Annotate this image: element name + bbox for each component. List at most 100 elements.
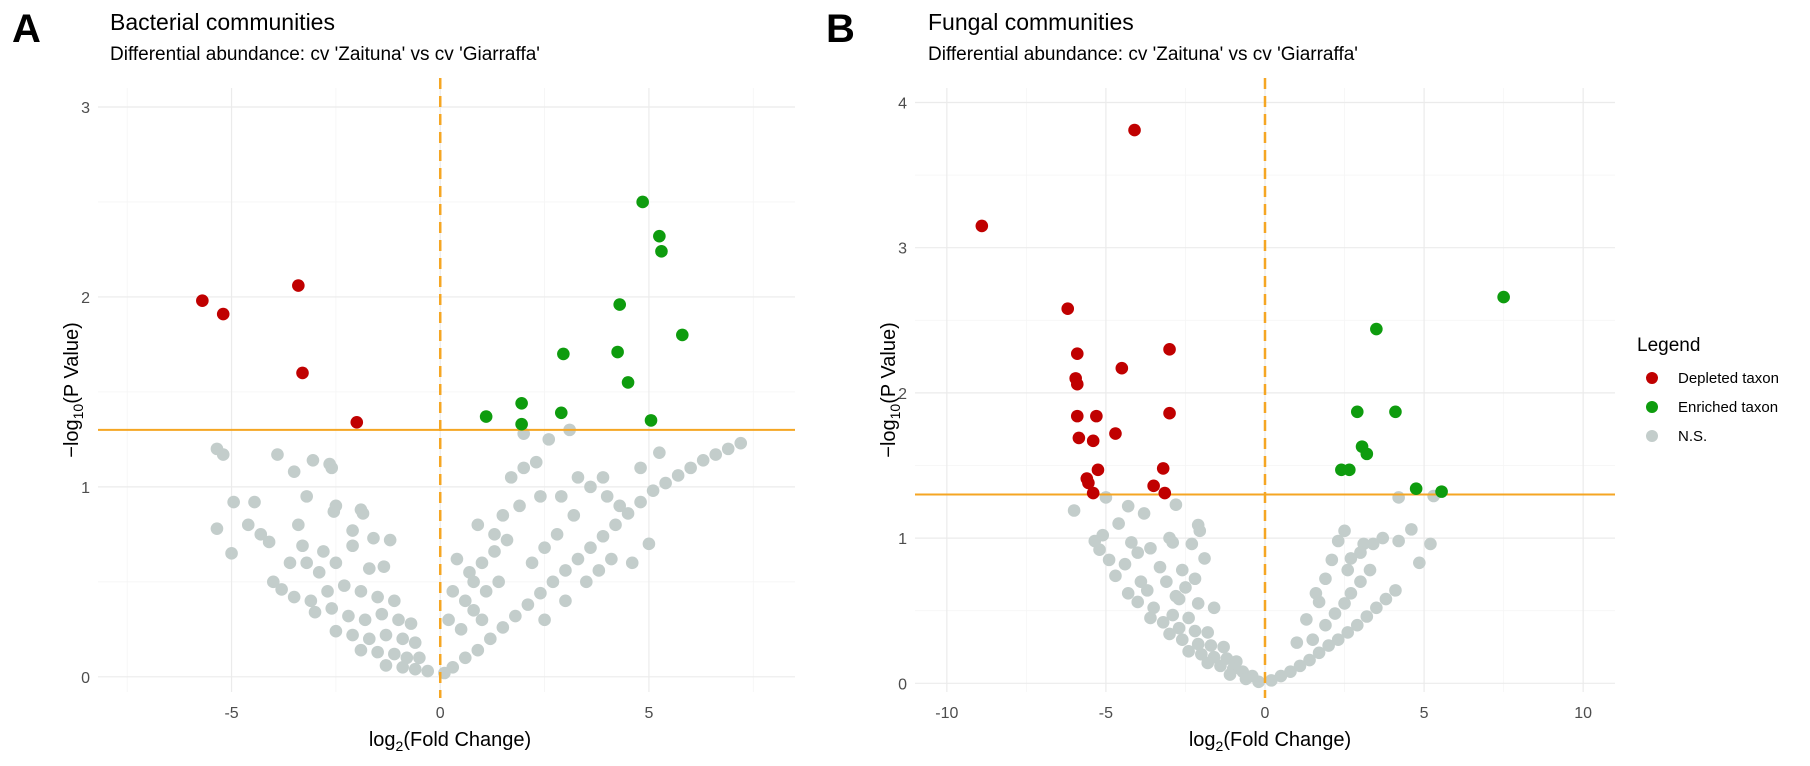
- panel-b-point-ns: [1195, 647, 1208, 661]
- panel-a-point-ns: [262, 535, 276, 549]
- panel-a-y-tick-label: 1: [81, 480, 90, 497]
- panel-b-point-ns: [1405, 523, 1418, 536]
- panel-b-point-ns: [1252, 675, 1265, 689]
- panel-a-point-ns: [538, 541, 551, 554]
- panel-a-point-ns: [377, 560, 391, 573]
- panel-a-point-ns: [304, 594, 318, 608]
- legend-label-ns: N.S.: [1678, 428, 1707, 445]
- panel-b-point-depleted: [1163, 343, 1176, 356]
- panel-b-point-ns: [1239, 672, 1253, 686]
- panel-a-point-ns: [458, 594, 472, 608]
- panel-a-point-ns: [463, 566, 476, 579]
- panel-b-point-enriched: [1350, 405, 1364, 419]
- panel-a-point-enriched: [636, 195, 649, 209]
- panel-b-point-ns: [1344, 586, 1358, 600]
- panel-b-point-ns: [1188, 572, 1202, 586]
- panel-a-point-ns: [275, 583, 288, 596]
- panel-a-point-ns: [500, 533, 514, 547]
- panel-a-point-ns: [375, 607, 389, 621]
- panel-a-point-ns: [367, 531, 380, 545]
- panel-a-point-enriched: [557, 347, 570, 361]
- panel-a-point-enriched: [655, 245, 668, 258]
- panel-b-x-axis-label: log2(Fold Change): [1189, 729, 1351, 754]
- panel-b-point-ns: [1312, 646, 1326, 660]
- panel-a-point-ns: [388, 594, 401, 608]
- panel-a-y-tick-label: 2: [81, 290, 90, 307]
- panel-a-point-ns: [467, 604, 480, 617]
- panel-b-point-ns: [1350, 618, 1364, 632]
- panel-b-point-ns: [1198, 552, 1211, 565]
- panel-a-subtitle: Differential abundance: cv 'Zaituna' vs …: [110, 44, 540, 65]
- legend-swatch-depleted: [1646, 372, 1658, 384]
- panel-b-point-depleted: [1082, 476, 1095, 490]
- panel-a-point-ns: [287, 465, 301, 478]
- panel-a-point-ns: [621, 507, 635, 520]
- panel-b-point-ns: [1331, 534, 1345, 548]
- panel-b-point-depleted: [1109, 427, 1122, 440]
- legend-label-depleted: Depleted taxon: [1678, 370, 1779, 387]
- panel-b-point-enriched: [1343, 463, 1356, 477]
- panel-a-point-ns: [571, 471, 585, 484]
- panel-a-point-ns: [625, 556, 639, 570]
- panel-b-point-depleted: [1090, 409, 1103, 423]
- panel-b-y-tick-label: 2: [898, 386, 907, 403]
- panel-a-point-ns: [362, 632, 376, 646]
- panel-a-point-ns: [371, 645, 384, 659]
- panel-b-point-ns: [1284, 665, 1297, 678]
- panel-b-point-ns: [1193, 524, 1207, 538]
- panel-b-point-depleted: [1158, 486, 1172, 500]
- panel-b-point-depleted: [1086, 434, 1100, 448]
- panel-b-point-ns: [1175, 633, 1189, 647]
- panel-a-point-ns: [346, 524, 359, 537]
- panel-a-point-ns: [529, 455, 543, 469]
- panel-a-point-ns: [559, 594, 572, 608]
- legend: Legend Depleted taxon Enriched taxon N.S…: [1637, 335, 1779, 445]
- panel-a-point-enriched: [644, 414, 658, 427]
- panel-a-point-ns: [458, 651, 472, 665]
- panel-b-point-ns: [1322, 639, 1335, 652]
- panel-a-point-ns: [354, 585, 368, 598]
- panel-a-point-ns: [538, 613, 551, 627]
- panel-b-point-ns: [1191, 597, 1205, 610]
- panel-a-point-ns: [653, 446, 666, 459]
- panel-b-point-ns: [1341, 563, 1355, 577]
- panel-b-point-ns: [1185, 537, 1199, 551]
- panel-b-subtitle: Differential abundance: cv 'Zaituna' vs …: [928, 44, 1358, 65]
- panel-a-point-ns: [454, 623, 468, 636]
- panel-b-point-ns: [1214, 659, 1227, 673]
- panel-a-point-ns: [496, 621, 510, 634]
- panel-a-point-ns: [254, 528, 268, 541]
- panel-a-point-ns: [550, 528, 564, 541]
- panel-a-point-ns: [329, 556, 343, 570]
- panel-a-point-ns: [446, 661, 460, 674]
- panel-b-point-ns: [1134, 575, 1148, 588]
- panel-a-point-ns: [534, 490, 547, 503]
- panel-a-point-ns: [596, 471, 610, 484]
- panel-b-point-ns: [1156, 616, 1170, 629]
- panel-b-point-depleted: [1163, 406, 1176, 420]
- panel-b-point-ns: [1166, 608, 1180, 622]
- panel-a-point-ns: [696, 453, 710, 467]
- panel-a-point-ns: [287, 590, 301, 604]
- panel-b-point-ns: [1144, 611, 1157, 625]
- panel-b-point-ns: [1153, 560, 1167, 574]
- panel-b-point-ns: [1182, 645, 1195, 658]
- panel-b-point-depleted: [1070, 409, 1084, 423]
- panel-b-point-ns: [1109, 569, 1122, 583]
- panel-b-point-enriched: [1360, 447, 1374, 461]
- panel-a-point-ns: [413, 651, 426, 665]
- panel-b-point-ns: [1319, 618, 1332, 632]
- panel-a-point-ns: [358, 613, 372, 627]
- panel-a-point-ns: [467, 575, 480, 589]
- panel-a-point-ns: [734, 436, 748, 450]
- panel-a-point-ns: [379, 628, 393, 642]
- panel-a-point-ns: [567, 509, 581, 522]
- legend-swatch-enriched: [1646, 401, 1658, 413]
- panel-a-point-ns: [379, 659, 393, 672]
- panel-a-point-ns: [504, 471, 518, 484]
- panel-a-point-ns: [329, 624, 343, 638]
- panel-b-y-tick-label: 1: [898, 531, 907, 548]
- panel-a-point-ns: [225, 547, 238, 560]
- panel-a-point-enriched: [479, 410, 493, 423]
- panel-b-point-ns: [1172, 592, 1186, 606]
